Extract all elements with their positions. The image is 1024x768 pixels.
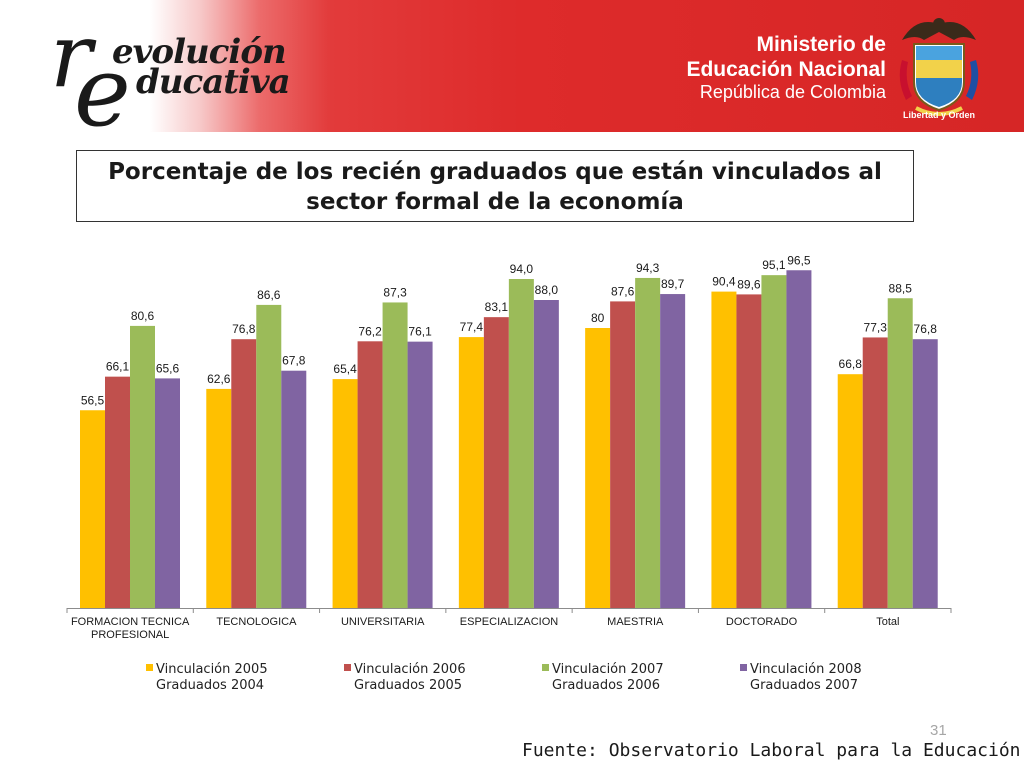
bar-3-1 [130,325,155,608]
source-note: Fuente: Observatorio Laboral para la Edu… [522,740,1021,761]
x-tick-label: MAESTRIA [607,616,664,628]
bar-1-2 [206,388,232,608]
bar-3-2 [256,304,282,608]
header-banner: r e evolución ducativa Ministerio de Edu… [0,0,1024,141]
data-label: 62,6 [207,372,231,386]
logo-e-letter: e [74,36,131,148]
data-label: 88,5 [889,281,913,295]
data-label: 90,4 [712,275,736,289]
bar-2-6 [736,294,762,608]
ministry-line3: República de Colombia [699,82,886,103]
data-label: 76,2 [358,324,382,338]
data-label: 89,7 [661,277,685,291]
data-label: 94,0 [510,262,534,276]
data-label: 86,6 [257,288,281,302]
bar-4-1 [155,378,180,608]
x-tick-label: FORMACION TECNICA [71,616,190,628]
bar-4-5 [660,294,686,608]
bar-4-4 [533,300,559,608]
bar-2-7 [862,337,888,608]
data-label: 76,1 [408,325,432,339]
bar-2-3 [357,341,383,608]
legend-swatch [344,664,351,671]
bar-chart: 56,5 66,1 80,6 65,6 FORMACION TECNICAPROFESI… [66,253,952,641]
data-label: 65,4 [333,362,357,376]
bar-1-7 [837,374,863,608]
data-label: 56,5 [81,393,105,407]
bar-4-6 [786,270,812,608]
legend-item: Vinculación 2005 Graduados 2004 [146,662,346,694]
legend-swatch [146,664,153,671]
data-label: 77,4 [460,320,484,334]
bar-1-1 [80,410,105,608]
chart-title-box: Porcentaje de los recién graduados que e… [76,150,914,222]
data-label: 96,5 [787,253,811,267]
bar-3-5 [635,277,661,608]
data-label: 94,3 [636,261,660,275]
legend-sublabel: Graduados 2006 [552,678,661,693]
data-label: 88,0 [535,283,559,297]
ministry-name: Ministerio de Educación Nacional Repúbli… [686,32,886,104]
data-label: 76,8 [232,322,256,336]
bar-3-3 [382,302,408,608]
bar-3-4 [508,279,534,608]
bar-1-3 [332,379,358,608]
chart-title: Porcentaje de los recién graduados que e… [108,159,882,215]
data-label: 80,6 [131,309,155,323]
data-label: 89,6 [737,277,761,291]
bar-1-4 [458,337,484,608]
legend-label: Vinculación 2007 [552,662,664,677]
legend-sublabel: Graduados 2005 [354,678,463,693]
coat-of-arms-icon [899,18,979,116]
legend-sublabel: Graduados 2007 [750,678,859,693]
logo-text-line1: evolución [112,32,287,72]
data-label: 67,8 [282,354,306,368]
x-tick-label: PROFESIONAL [91,629,169,641]
legend-swatch [740,664,747,671]
bar-2-5 [610,301,636,608]
motto-text: Libertad y Orden [902,110,975,120]
data-label: 76,8 [914,322,938,336]
revolucion-educativa-logo: r e evolución ducativa [50,12,291,141]
page-number: 31 [930,722,947,739]
data-label: 65,6 [156,361,180,375]
bar-3-7 [887,298,913,608]
bar-3-6 [761,275,787,608]
data-label: 95,1 [762,258,786,272]
data-label: 87,3 [383,285,407,299]
bar-2-4 [483,317,509,608]
bar-2-2 [231,339,257,608]
data-label: 83,1 [485,300,509,314]
bar-4-3 [407,341,433,608]
ministry-line1: Ministerio de [756,33,886,56]
data-label: 77,3 [864,320,888,334]
legend-item: Vinculación 2008 Graduados 2007 [740,662,940,694]
x-tick-label: TECNOLOGICA [216,616,297,628]
data-label: 87,6 [611,284,635,298]
x-tick-label: UNIVERSITARIA [341,616,425,628]
bar-4-2 [281,370,307,608]
logo-text-line2: ducativa [136,62,291,102]
ministry-line2: Educación Nacional [686,58,886,82]
legend-swatch [542,664,549,671]
legend-sublabel: Graduados 2004 [156,678,265,693]
bar-1-5 [585,328,611,608]
bar-1-6 [711,291,737,608]
x-tick-label: Total [876,616,899,628]
legend-label: Vinculación 2005 [156,662,268,677]
data-label: 66,1 [106,360,130,374]
x-tick-label: ESPECIALIZACION [460,616,558,628]
logo-r-letter: r [50,4,93,107]
bar-2-1 [105,376,130,608]
data-label: 80 [591,311,605,325]
data-label: 66,8 [839,357,863,371]
legend-item: Vinculación 2006 Graduados 2005 [344,662,544,694]
legend-label: Vinculación 2006 [354,662,466,677]
x-tick-label: DOCTORADO [726,616,798,628]
bar-4-7 [912,339,938,608]
legend-label: Vinculación 2008 [750,662,862,677]
legend-item: Vinculación 2007 Graduados 2006 [542,662,742,694]
